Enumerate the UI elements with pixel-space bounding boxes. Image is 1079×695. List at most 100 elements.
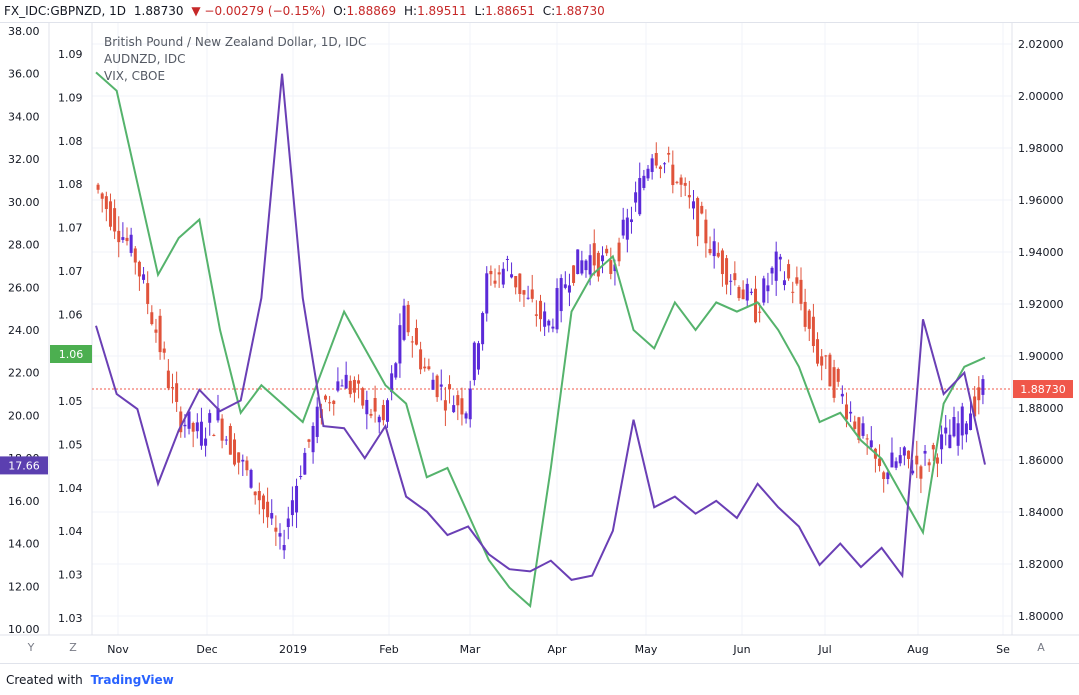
- candle-body: [907, 450, 911, 459]
- vix-tick-label: 28.00: [8, 239, 40, 252]
- audnzd-tick-label: 1.04: [58, 482, 83, 495]
- price-tick-label: 1.94000: [1018, 246, 1064, 259]
- candle-body: [563, 284, 567, 288]
- legend-gbpnzd: British Pound / New Zealand Dollar, 1D, …: [104, 35, 367, 49]
- candle-body: [419, 349, 423, 370]
- y-scale-button[interactable]: Y: [27, 641, 35, 654]
- candle-body: [894, 461, 898, 468]
- candle-body: [162, 348, 166, 353]
- candle-body: [952, 416, 956, 437]
- candle-body: [452, 405, 456, 413]
- candle-body: [501, 268, 505, 285]
- open-label: O:: [333, 4, 347, 18]
- candle-body: [431, 379, 435, 390]
- candle-body: [940, 434, 944, 450]
- candle-body: [617, 242, 621, 262]
- last-price: 1.88730: [133, 4, 184, 18]
- candle-body: [621, 219, 625, 236]
- candle-body: [601, 255, 605, 262]
- candle-body: [142, 274, 146, 280]
- price-axis[interactable]: 2.02000 2.00000 1.98000 1.96000 1.94000 1.920…: [1018, 38, 1064, 623]
- time-axis[interactable]: Nov Dec 2019 Feb Mar Apr May Jun Jul Aug Se: [107, 643, 1010, 656]
- candle-body: [166, 370, 170, 389]
- candle-body: [489, 271, 493, 275]
- candle-body: [935, 457, 939, 464]
- candle-body: [613, 264, 617, 272]
- candle-body: [530, 289, 534, 299]
- candle-body: [654, 152, 658, 166]
- vix-tick-label: 16.00: [8, 495, 40, 508]
- candle-body: [820, 356, 824, 366]
- vix-tag-bg: [0, 456, 48, 475]
- candle-body: [183, 424, 187, 427]
- audnzd-tick-label: 1.05: [58, 395, 83, 408]
- candle-body: [361, 388, 365, 406]
- candle-body: [253, 491, 257, 496]
- candle-body: [100, 193, 104, 199]
- candle-body: [414, 327, 418, 345]
- candle-body: [456, 395, 460, 406]
- candle-body: [716, 252, 720, 257]
- vix-tick-label: 36.00: [8, 68, 40, 81]
- candle-body: [514, 275, 518, 288]
- candle-body: [307, 439, 311, 442]
- candle-body: [485, 273, 489, 314]
- candle-body: [481, 313, 485, 345]
- candle-body: [137, 261, 141, 277]
- candle-body: [323, 395, 327, 400]
- candle-body: [476, 343, 480, 370]
- candle-body: [576, 249, 580, 275]
- candle-body: [179, 411, 183, 433]
- candle-body: [733, 273, 737, 281]
- candle-body: [902, 447, 906, 456]
- candle-body: [844, 404, 848, 420]
- candle-body: [861, 423, 865, 436]
- candle-body: [224, 439, 228, 441]
- candle-body: [129, 234, 133, 253]
- chart-canvas[interactable]: 38.00 36.00 34.00 32.00 30.00 28.00 26.00 24.00…: [0, 23, 1079, 663]
- candle-body: [522, 290, 526, 295]
- candle-body: [386, 400, 390, 422]
- z-scale-button[interactable]: Z: [69, 641, 77, 654]
- audnzd-tick-label: 1.08: [58, 135, 83, 148]
- close-value: 1.88730: [555, 4, 605, 18]
- candle-body: [245, 460, 249, 471]
- candle-body: [584, 260, 588, 271]
- candle-body: [832, 367, 836, 398]
- audnzd-tag-bg: [50, 345, 92, 363]
- audnzd-tick-label: 1.09: [58, 91, 83, 104]
- candle-body: [605, 248, 609, 254]
- created-with-text: Created with: [6, 673, 83, 687]
- vix-tick-label: 22.00: [8, 367, 40, 380]
- candle-body: [667, 152, 671, 155]
- candle-body: [671, 164, 675, 186]
- tradingview-logo[interactable]: TradingView: [90, 673, 174, 687]
- auto-scale-button[interactable]: A: [1037, 641, 1045, 654]
- candle-body: [150, 312, 154, 325]
- vix-tick-label: 14.00: [8, 538, 40, 551]
- candle-body: [795, 277, 799, 284]
- candle-body: [113, 208, 117, 232]
- candle-body: [886, 472, 890, 480]
- candle-body: [170, 387, 174, 389]
- candle-body: [266, 501, 270, 518]
- candle-body: [133, 248, 137, 263]
- time-tick-label: May: [635, 643, 658, 656]
- candle-body: [497, 272, 501, 275]
- price-tick-label: 1.96000: [1018, 194, 1064, 207]
- candle-body: [108, 201, 112, 227]
- candle-body: [840, 393, 844, 397]
- candle-body: [328, 402, 332, 404]
- candle-body: [158, 315, 162, 353]
- symbol-label[interactable]: FX_IDC:GBPNZD, 1D: [4, 4, 127, 18]
- candle-body: [811, 316, 815, 347]
- candle-body: [448, 384, 452, 390]
- candle-body: [468, 388, 472, 420]
- candle-body: [642, 175, 646, 188]
- candle-body: [270, 513, 274, 519]
- footer: Created with TradingView: [0, 663, 1079, 695]
- candle-body: [365, 399, 369, 415]
- candle-body: [964, 423, 968, 435]
- candle-body: [352, 379, 356, 393]
- vix-tick-label: 20.00: [8, 409, 40, 422]
